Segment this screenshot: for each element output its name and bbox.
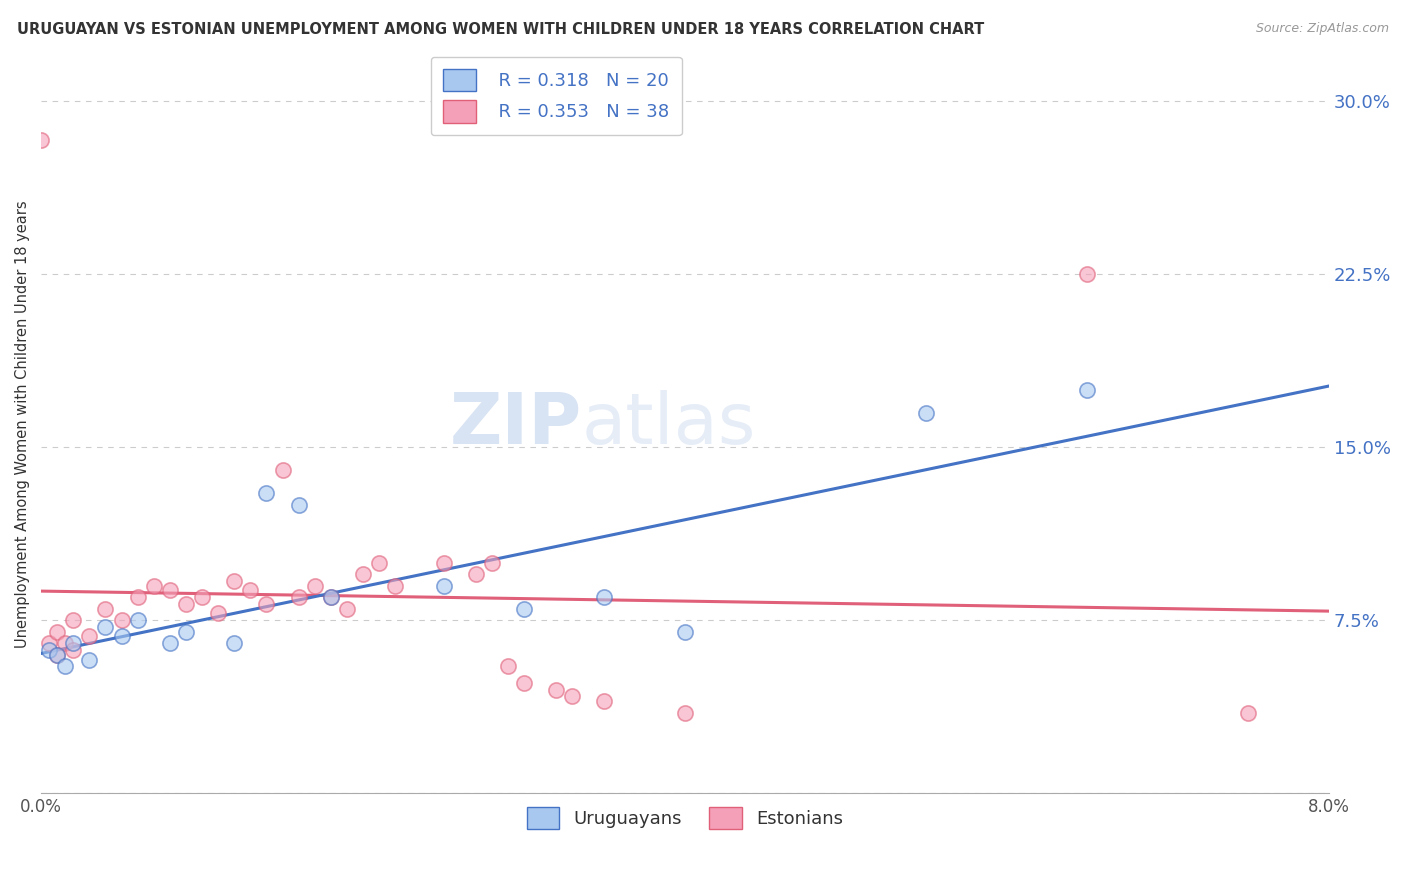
Text: ZIP: ZIP [450, 390, 582, 458]
Point [79, 630, 101, 644]
Point [79, 652, 101, 666]
Point [38, 636, 60, 650]
Point [287, 498, 309, 512]
Point [191, 591, 214, 605]
Point [1237, 706, 1260, 720]
Point [319, 591, 342, 605]
Point [256, 486, 278, 500]
Y-axis label: Unemployment Among Women with Children Under 18 years: Unemployment Among Women with Children U… [15, 201, 30, 648]
Point [319, 591, 342, 605]
Point [1076, 268, 1098, 282]
Point [159, 583, 181, 598]
Point [561, 690, 583, 704]
Point [94, 602, 117, 616]
Point [159, 636, 181, 650]
Point [271, 463, 294, 477]
Point [673, 706, 696, 720]
Point [496, 659, 519, 673]
Point [546, 682, 568, 697]
Point [62, 613, 84, 627]
Point [53, 636, 76, 650]
Point [224, 574, 246, 588]
Point [53, 659, 76, 673]
Point [287, 591, 309, 605]
Point [432, 556, 454, 570]
Point [94, 620, 117, 634]
Point [513, 675, 536, 690]
Point [304, 579, 326, 593]
Point [30, 134, 52, 148]
Point [673, 624, 696, 639]
Point [174, 597, 197, 611]
Point [352, 567, 374, 582]
Point [127, 613, 149, 627]
Point [432, 579, 454, 593]
Point [239, 583, 262, 598]
Point [593, 591, 616, 605]
Point [1076, 383, 1098, 397]
Point [174, 624, 197, 639]
Point [384, 579, 406, 593]
Point [62, 636, 84, 650]
Text: atlas: atlas [582, 390, 756, 458]
Point [368, 556, 391, 570]
Legend: Uruguayans, Estonians: Uruguayans, Estonians [519, 799, 851, 836]
Point [46, 624, 69, 639]
Point [336, 602, 359, 616]
Text: Source: ZipAtlas.com: Source: ZipAtlas.com [1256, 22, 1389, 36]
Point [593, 694, 616, 708]
Point [38, 643, 60, 657]
Text: URUGUAYAN VS ESTONIAN UNEMPLOYMENT AMONG WOMEN WITH CHILDREN UNDER 18 YEARS CORR: URUGUAYAN VS ESTONIAN UNEMPLOYMENT AMONG… [17, 22, 984, 37]
Point [915, 406, 938, 420]
Point [207, 607, 229, 621]
Point [62, 643, 84, 657]
Point [481, 556, 503, 570]
Point [142, 579, 165, 593]
Point [513, 602, 536, 616]
Point [224, 636, 246, 650]
Point [127, 591, 149, 605]
Point [46, 648, 69, 662]
Point [110, 630, 132, 644]
Point [46, 648, 69, 662]
Point [256, 597, 278, 611]
Point [464, 567, 486, 582]
Point [110, 613, 132, 627]
